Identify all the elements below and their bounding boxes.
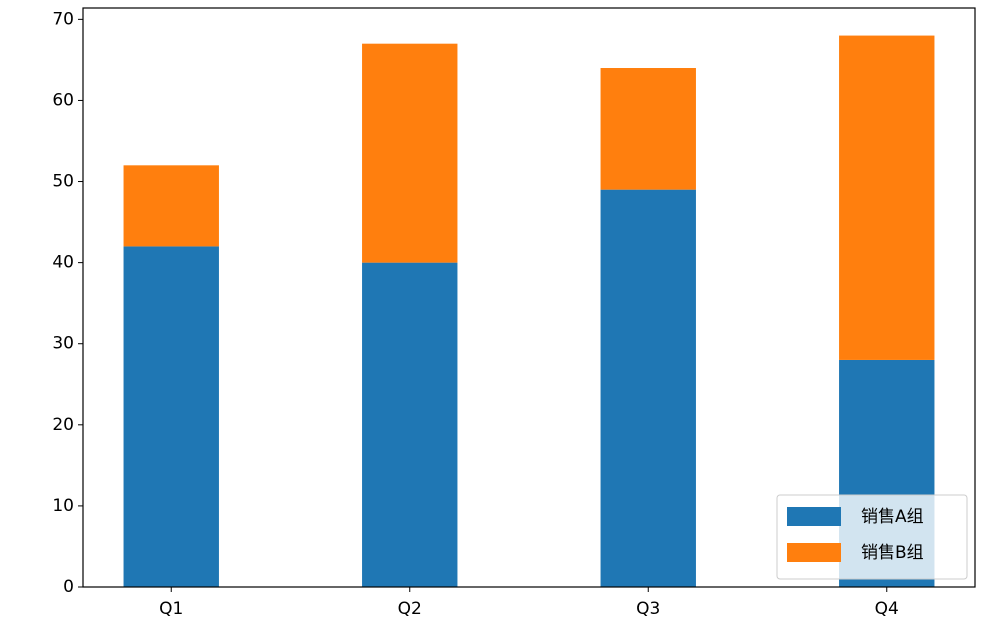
bar-segment xyxy=(123,165,219,247)
x-tick-label: Q4 xyxy=(875,599,899,619)
legend-swatch xyxy=(787,543,841,562)
y-tick-label: 10 xyxy=(52,496,74,516)
bar-segment xyxy=(600,68,696,190)
bar-segment xyxy=(839,35,935,360)
y-tick-label: 20 xyxy=(52,415,74,435)
bar-segment xyxy=(362,43,458,263)
legend-label: 销售A组 xyxy=(861,507,924,527)
bar-segment xyxy=(123,246,219,588)
y-tick-label: 30 xyxy=(52,334,74,354)
y-tick-label: 50 xyxy=(52,172,74,192)
legend-label: 销售B组 xyxy=(861,543,924,563)
y-tick-label: 40 xyxy=(52,253,74,273)
x-tick-label: Q3 xyxy=(636,599,660,619)
legend-swatch xyxy=(787,507,841,526)
bar-segment xyxy=(362,262,458,587)
y-tick-label: 60 xyxy=(52,90,74,110)
x-tick-label: Q1 xyxy=(159,599,183,619)
y-tick-label: 0 xyxy=(63,577,74,597)
plot-frame xyxy=(82,7,976,588)
x-tick-label: Q2 xyxy=(398,599,422,619)
y-tick-label: 70 xyxy=(52,9,74,29)
bar-segment xyxy=(600,189,696,587)
